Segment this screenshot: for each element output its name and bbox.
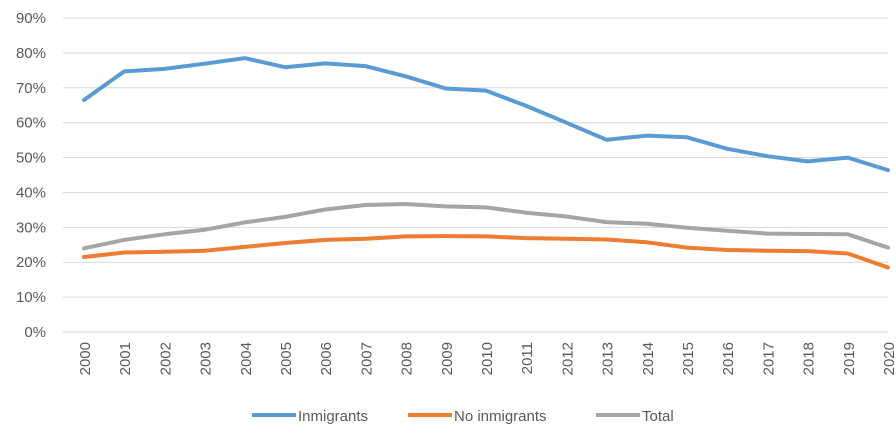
x-tick-label: 2016 [720,342,737,375]
series-line-no-inmigrants [82,234,890,270]
x-tick-label: 2008 [399,342,416,375]
y-tick-label: 0% [24,324,46,341]
x-tick-label: 2010 [479,342,496,375]
series-lines [82,56,890,270]
x-tick-label: 2007 [358,342,375,375]
y-tick-label: 40% [16,184,46,201]
y-tick-label: 70% [16,80,46,97]
x-tick-label: 2004 [238,342,255,375]
x-tick-label: 2020 [881,342,896,375]
x-tick-label: 2012 [559,342,576,375]
x-tick-label: 2013 [600,342,617,375]
y-tick-label: 10% [16,289,46,306]
x-tick-label: 2000 [77,342,94,375]
x-tick-label: 2019 [841,342,858,375]
legend-label: Inmigrants [298,408,368,425]
legend-label: No inmigrants [454,408,547,425]
x-tick-label: 2011 [519,342,536,374]
y-tick-label: 80% [16,45,46,62]
legend: Inmigrants No inmigrants Total [252,408,674,425]
y-tick-label: 50% [16,150,46,167]
x-tick-label: 2006 [318,342,335,375]
x-tick-label: 2017 [760,342,777,375]
y-tick-label: 90% [16,10,46,27]
y-tick-label: 60% [16,115,46,132]
x-tick-label: 2009 [439,342,456,375]
x-axis-ticks: 2000 2001 2002 2003 2004 2005 2006 2007 2008 2009… [77,342,896,375]
x-tick-label: 2014 [640,342,657,375]
y-tick-label: 20% [16,254,46,271]
x-tick-label: 2002 [157,342,174,375]
x-tick-label: 2003 [198,342,215,375]
series-line-inmigrants [82,56,890,173]
y-tick-label: 30% [16,219,46,236]
y-axis-ticks: 0% 10% 20% 30% 40% 50% 60% 70% 80% 90% [16,10,46,341]
gridlines [63,17,888,333]
x-tick-label: 2001 [117,342,134,375]
x-tick-label: 2018 [801,342,818,375]
x-tick-label: 2015 [680,342,697,375]
legend-label: Total [642,408,674,425]
series-line-total [82,202,890,251]
x-tick-label: 2005 [278,342,295,375]
